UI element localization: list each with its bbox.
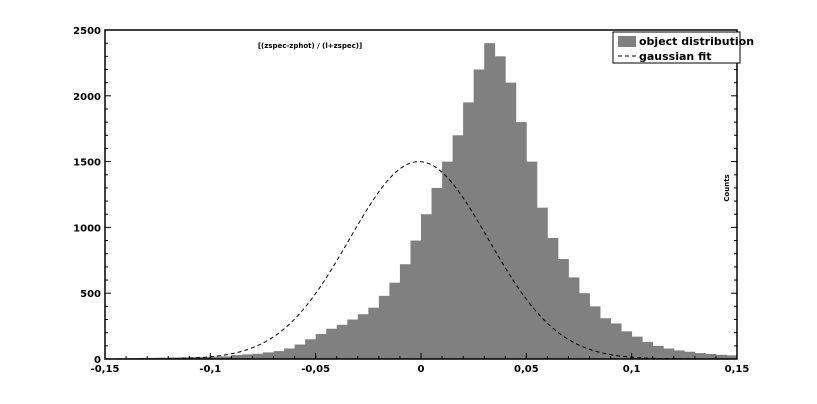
histogram-bar (410, 240, 422, 359)
histogram-bar (663, 348, 675, 359)
histogram-bar (220, 356, 232, 359)
legend-label-gaussian-fit: gaussian fit (639, 50, 712, 63)
x-tick-label: -0,05 (301, 364, 330, 375)
y-tick-label: 1500 (73, 158, 101, 169)
legend: object distribution gaussian fit (612, 31, 754, 64)
y-tick-label: 500 (80, 289, 101, 300)
y-tick-label: 0 (94, 355, 101, 366)
histogram-bar (684, 351, 696, 359)
legend-swatch-object-distribution (618, 36, 636, 47)
y-axis-label: Counts (723, 174, 731, 201)
histogram-bar (347, 319, 359, 359)
histogram-bar (273, 351, 285, 359)
x-tick-label: 0,1 (623, 364, 641, 375)
histogram-bar (463, 102, 475, 359)
histogram-bar (600, 318, 611, 359)
histogram-bar (557, 258, 569, 359)
histogram-bar (452, 135, 464, 359)
histogram-bar (336, 324, 348, 359)
histogram-bar (252, 353, 264, 359)
y-tick-label: 2500 (73, 26, 101, 37)
y-axis-ticks: 0 500 1000 1500 2000 2500 (73, 26, 737, 366)
histogram-bar (357, 314, 369, 359)
histogram-bar (621, 331, 633, 359)
histogram-bar (589, 306, 601, 359)
x-tick-label: -0,15 (91, 364, 120, 375)
histogram-bar (389, 282, 401, 359)
histogram-bar (473, 69, 485, 359)
histogram-bar (315, 333, 327, 359)
histogram-bar (579, 293, 590, 359)
histogram-bar (705, 353, 717, 359)
chart-title: [(zspec-zphot) / (l+zspec)] (258, 42, 362, 50)
histogram-bar (505, 82, 517, 359)
x-tick-label: -0,1 (199, 364, 221, 375)
histogram-bar (305, 339, 317, 359)
histogram-bar (484, 43, 496, 359)
legend-label-object-distribution: object distribution (639, 35, 754, 48)
histogram-bar (568, 277, 580, 359)
x-tick-label: 0 (418, 364, 425, 375)
x-axis-ticks: -0,15 -0,1 -0,05 0 0,05 0,1 0,15 (91, 353, 750, 375)
histogram-bar (263, 352, 274, 359)
histogram-bar (726, 355, 738, 359)
histogram-bar (378, 295, 390, 359)
histogram-bar (231, 355, 243, 359)
histogram-bar (189, 357, 201, 359)
histogram-bar (241, 354, 253, 359)
histogram-bar (294, 344, 306, 359)
y-tick-label: 2000 (73, 92, 101, 103)
histogram-bar (642, 341, 654, 359)
histogram-bar (284, 348, 295, 359)
x-tick-label: 0,15 (725, 364, 750, 375)
histogram-bar (368, 307, 380, 359)
histogram-bar (210, 356, 222, 359)
histogram-bar (526, 161, 538, 359)
histogram-bar (515, 122, 527, 360)
histogram-bar (326, 328, 338, 359)
histogram-bar (694, 353, 706, 359)
histogram-bar (431, 187, 443, 359)
histogram-bar (442, 161, 453, 359)
histogram-bar (610, 323, 622, 359)
y-tick-label: 1000 (73, 223, 101, 234)
histogram-bar (168, 357, 180, 359)
histogram-bar (631, 336, 643, 359)
histogram-bar (399, 264, 411, 359)
histogram-bar (421, 214, 432, 359)
x-tick-label: 0,05 (514, 364, 539, 375)
histogram-bar (652, 345, 664, 359)
histogram-bar (536, 207, 548, 359)
histogram-bar (715, 354, 727, 359)
histogram-bar (199, 356, 211, 359)
histogram-bars (105, 43, 738, 360)
histogram-bar (673, 350, 685, 359)
histogram-bar (494, 56, 506, 359)
histogram-bar (547, 237, 559, 359)
